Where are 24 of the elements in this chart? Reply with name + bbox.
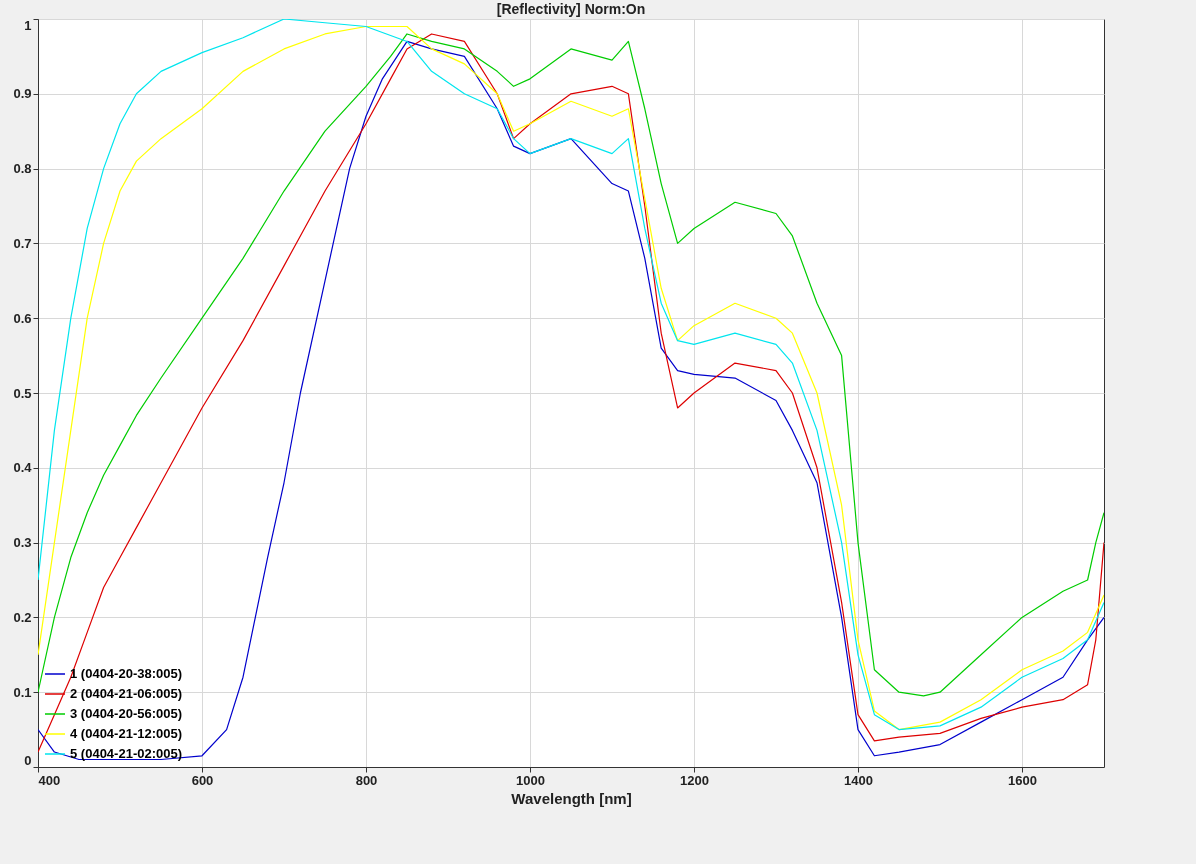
y-tick-label: 0.7	[13, 235, 32, 251]
y-tick-label: 0.2	[13, 609, 32, 625]
x-axis-title: Wavelength [nm]	[511, 789, 632, 807]
x-tick-label: 1200	[680, 772, 709, 788]
y-tick-label: 0.3	[13, 535, 32, 551]
y-tick-label: 0.6	[13, 310, 32, 326]
y-tick-label: 0	[24, 752, 32, 768]
x-tick-label: 1600	[1008, 772, 1037, 788]
legend-label: 4 (0404-21-12:005)	[70, 726, 183, 741]
legend-label: 2 (0404-21-06:005)	[70, 686, 183, 701]
legend-label: 5 (0404-21-02:005)	[70, 746, 183, 761]
x-tick-label: 600	[191, 772, 214, 788]
legend-label: 3 (0404-20-56:005)	[70, 706, 183, 721]
y-tick-label: 0.8	[13, 161, 32, 177]
x-tick-label: 1400	[844, 772, 873, 788]
x-tick-label: 400	[38, 772, 61, 788]
y-tick-label: 0.4	[13, 460, 33, 476]
x-tick-label: 1000	[516, 772, 545, 788]
y-tick-label: 0.1	[13, 684, 32, 700]
y-tick-label: 1	[24, 17, 32, 33]
y-tick-label: 0.5	[13, 385, 32, 401]
chart-title: [Reflectivity] Norm:On	[496, 0, 646, 17]
x-tick-label: 800	[355, 772, 378, 788]
y-tick-label: 0.9	[13, 86, 32, 102]
